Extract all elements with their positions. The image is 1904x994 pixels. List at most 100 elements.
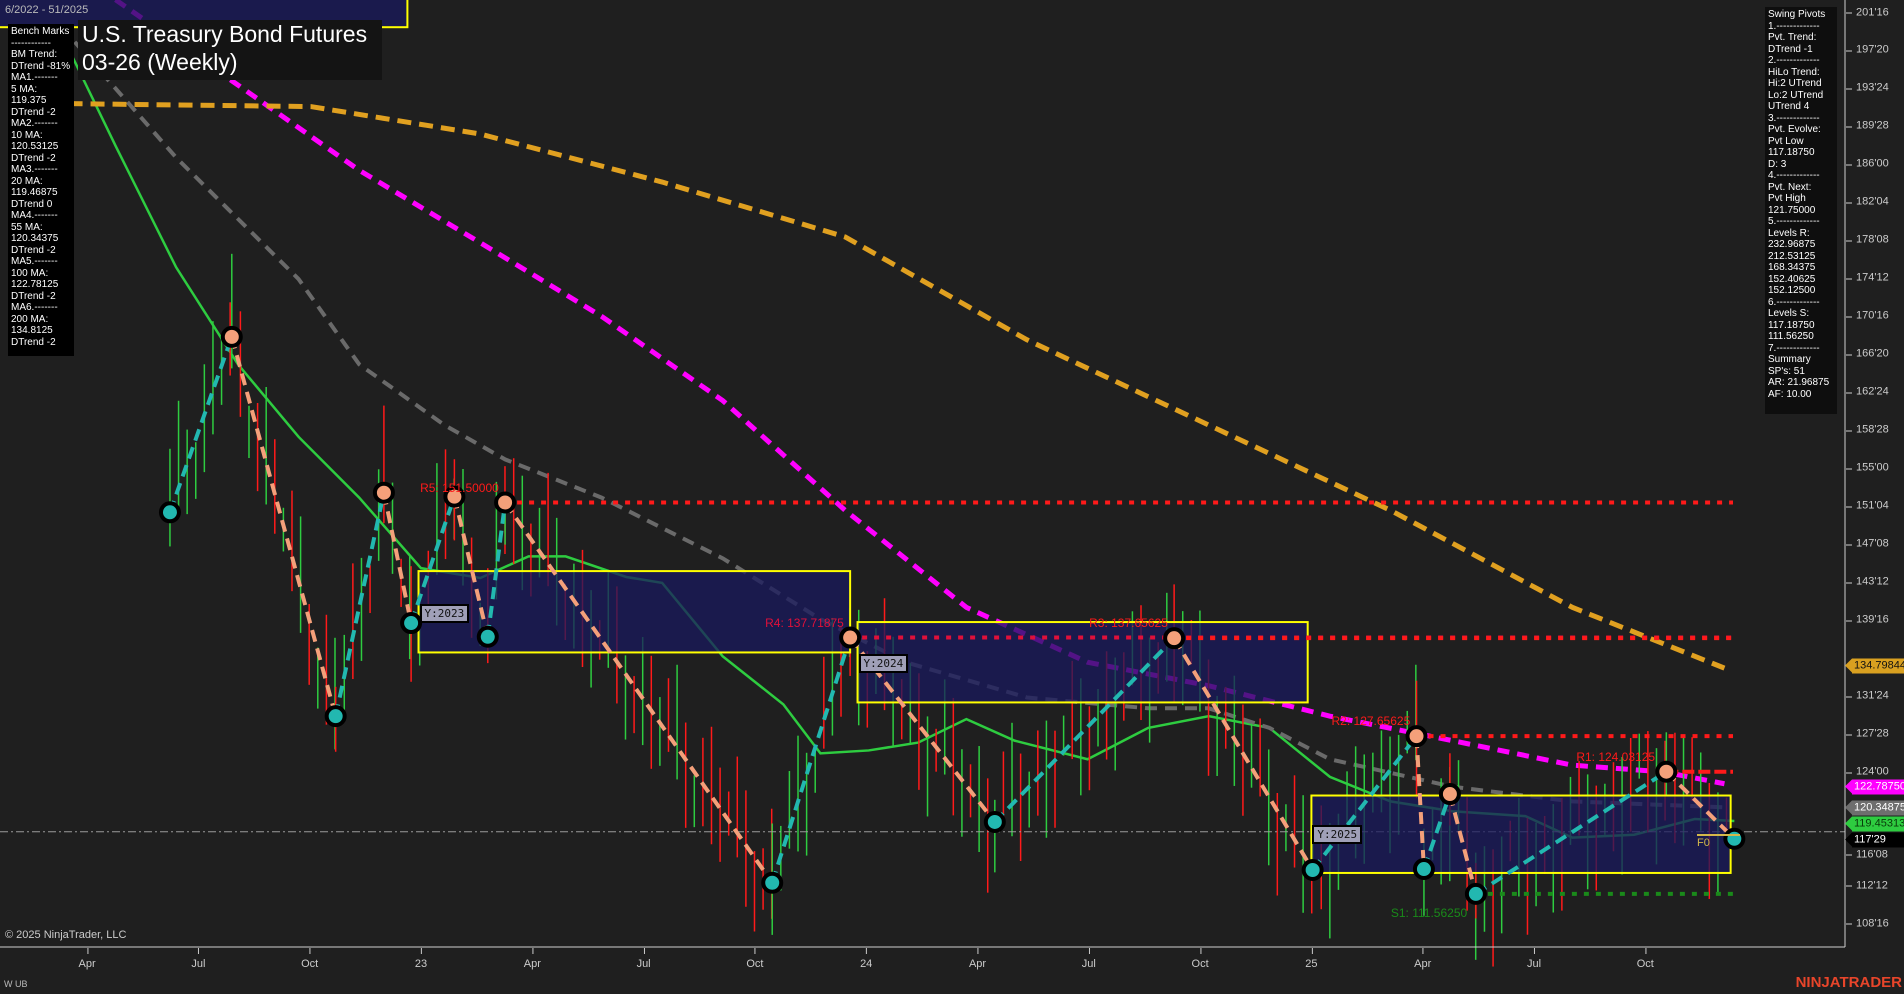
swing-line xyxy=(1447,793,1478,895)
price-tag: 120.34875 xyxy=(1845,800,1904,816)
swing-pivot-line: 1.------------- xyxy=(1768,20,1820,32)
pivot-high-marker xyxy=(372,481,395,504)
price-tag: 122.78750 xyxy=(1845,779,1904,795)
swing-line xyxy=(229,336,338,717)
pivot-high-marker xyxy=(443,485,466,508)
swing-line xyxy=(381,492,414,624)
swing-pivot-line: Pvt Low xyxy=(1768,135,1804,147)
pivot-low-marker xyxy=(1723,827,1746,850)
swing-pivot-line: Pvt High xyxy=(1768,193,1806,204)
price-tick-label: 108'16 xyxy=(1846,917,1889,930)
benchmark-line: 20 MA: xyxy=(11,175,43,187)
swing-pivot-line: 111.56250 xyxy=(1768,331,1814,342)
benchmark-line: BM Trend: xyxy=(11,49,58,60)
swing-pivot-line: UTrend 4 xyxy=(1768,101,1810,112)
benchmark-line: MA6.------- xyxy=(11,302,58,313)
benchmark-line: 55 MA: xyxy=(11,221,43,233)
pivot-low-marker xyxy=(158,501,181,524)
pivot-low-marker xyxy=(1301,859,1324,881)
year-box xyxy=(856,621,1309,704)
benchmark-line: DTrend -2 xyxy=(11,336,56,348)
price-tick-label: 124'00 xyxy=(1846,765,1889,778)
swing-pivot-line: 3.------------- xyxy=(1768,112,1820,124)
swing-pivot-line: 7.------------- xyxy=(1768,342,1820,354)
price-tick-label: 189'28 xyxy=(1846,119,1889,132)
swing-line xyxy=(485,502,508,638)
price-tick-label: 155'00 xyxy=(1846,461,1889,474)
pivot-high-marker xyxy=(220,325,243,348)
swing-pivot-line: 6.------------- xyxy=(1768,296,1820,308)
price-tick-label: 131'24 xyxy=(1846,689,1889,702)
year-box xyxy=(1310,794,1732,874)
ma-line-200-ma xyxy=(68,101,1726,671)
swing-pivot-line: Levels R: xyxy=(1768,227,1810,239)
time-tick-label: Jul xyxy=(1081,948,1096,970)
time-tick-label: Oct xyxy=(1191,948,1209,970)
price-tick-label: 151'04 xyxy=(1846,499,1889,512)
swing-pivot-line: Hi:2 UTrend xyxy=(1768,78,1822,89)
swing-pivot-line: AF: 10.00 xyxy=(1768,388,1812,400)
swing-pivot-line: Pvt. Next: xyxy=(1768,181,1812,193)
benchmark-line: MA5.------- xyxy=(11,256,58,267)
benchmark-line: 10 MA: xyxy=(11,129,43,141)
price-tag: 134.79844 xyxy=(1845,658,1904,674)
date-range-label: 6/2022 - 51/2025 xyxy=(5,4,89,16)
time-tick-label: Jul xyxy=(1526,948,1542,970)
instrument-label: W UB xyxy=(4,979,28,989)
price-tick-label: 112'12 xyxy=(1846,879,1888,892)
year-label: Y:2023 xyxy=(419,604,470,624)
swing-pivot-line: Levels S: xyxy=(1768,308,1810,319)
ma-line-100-ma xyxy=(114,0,1725,787)
benchmark-line: DTrend -2 xyxy=(11,244,56,256)
pivot-low-marker xyxy=(983,810,1006,833)
swing-pivot-line: HiLo Trend: xyxy=(1768,66,1820,78)
price-tick-label: 201'16 xyxy=(1846,6,1889,18)
swing-pivot-line: 4.------------- xyxy=(1768,170,1820,181)
year-boxes xyxy=(0,0,1732,874)
ninjatrader-logo: NINJATRADER xyxy=(1795,974,1902,991)
pivot-low-marker xyxy=(761,871,784,894)
swing-pivot-line: 152.12500 xyxy=(1768,285,1816,296)
price-tick-label: 182'04 xyxy=(1846,195,1889,208)
benchmark-line: 119.375 xyxy=(11,95,47,106)
benchmark-line: 120.53125 xyxy=(11,141,59,152)
pivot-low-marker xyxy=(1464,882,1487,905)
swing-pivot-line: Lo:2 UTrend xyxy=(1768,89,1824,101)
time-tick-label: Jul xyxy=(191,948,206,970)
benchmark-line: MA4.------- xyxy=(11,210,58,221)
benchmark-line: DTrend -2 xyxy=(11,152,56,164)
time-tick-label: Apr xyxy=(78,948,96,970)
benchmarks-panel: Bench Marks ------------ BM Trend: DTrend -… xyxy=(8,24,74,356)
price-tick-label: 139'16 xyxy=(1846,613,1889,626)
title-line-1: U.S. Treasury Bond Futures xyxy=(82,21,368,47)
swing-line xyxy=(1311,734,1419,872)
swing-pivot-line: 152.40625 xyxy=(1768,273,1816,285)
swing-line xyxy=(503,501,774,884)
swing-pivot-line: 232.96875 xyxy=(1768,239,1816,250)
swing-pivot-line: AR: 21.96875 xyxy=(1768,377,1830,388)
price-tick-label: 116'08 xyxy=(1846,848,1888,861)
benchmark-line: MA1.------- xyxy=(11,72,58,83)
swing-pivot-line: 212.53125 xyxy=(1768,250,1816,262)
benchmark-line: 200 MA: xyxy=(11,313,49,325)
price-tick-label: 158'28 xyxy=(1846,423,1889,436)
time-tick-label: 24 xyxy=(860,948,873,970)
swing-pivot-line: 121.75000 xyxy=(1768,204,1816,216)
swing-pivot-line: 5.------------- xyxy=(1768,216,1820,227)
pivot-high-marker xyxy=(1405,725,1428,748)
price-tick-label: 143'12 xyxy=(1846,575,1889,588)
pivot-low-marker xyxy=(1412,858,1435,881)
benchmark-line: Bench Marks xyxy=(11,26,70,37)
pivot-high-marker xyxy=(1438,783,1461,806)
pivot-low-marker xyxy=(324,705,347,728)
swing-line xyxy=(770,636,853,884)
copyright: © 2025 NinjaTrader, LLC xyxy=(5,929,127,941)
swing-line xyxy=(333,492,386,717)
swing-pivot-line: DTrend -1 xyxy=(1768,43,1813,55)
swing-line xyxy=(1172,637,1315,872)
benchmark-line: DTrend -2 xyxy=(11,290,56,302)
swing-line xyxy=(168,336,234,513)
price-tick-label: 186'00 xyxy=(1846,157,1889,170)
